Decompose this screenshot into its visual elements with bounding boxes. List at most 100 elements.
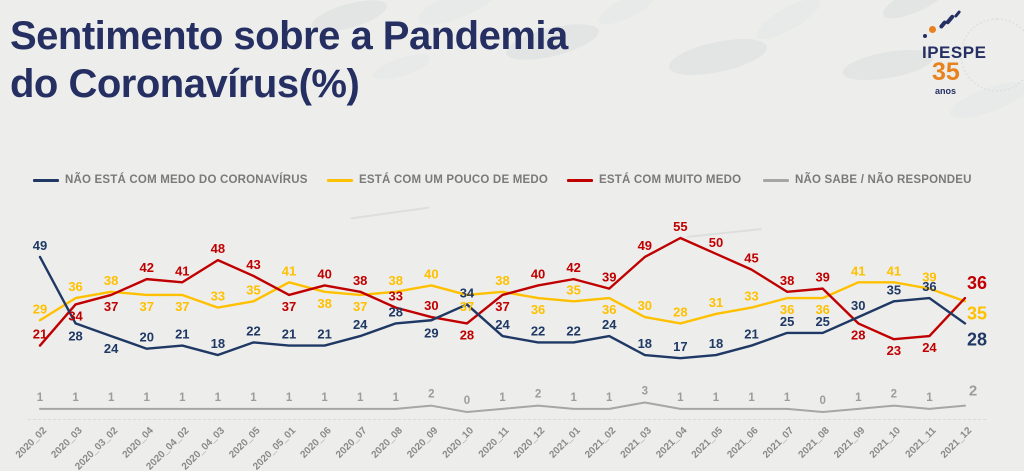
ipespe-logo: IPESPE 35 anos (914, 9, 1024, 105)
data-label-navy: 49 (33, 238, 47, 253)
data-label-gray: 1 (215, 392, 222, 404)
data-label-red: 55 (673, 219, 687, 234)
legend-label: NÃO ESTÁ COM MEDO DO CORONAVÍRUS (65, 174, 308, 186)
x-axis-label: 2020_03 (49, 425, 85, 461)
data-label-gray: 1 (286, 392, 293, 404)
data-label-navy: 25 (815, 314, 829, 329)
data-label-red: 37 (282, 299, 296, 314)
logo-years: 35 (932, 58, 960, 86)
x-axis-label: 2021_10 (868, 425, 904, 461)
x-axis-label: 2021_07 (761, 425, 797, 461)
data-label-gray: 1 (677, 392, 684, 404)
data-label-gray: 1 (250, 392, 257, 404)
legend-label: NÃO SABE / NÃO RESPONDEU (795, 174, 972, 186)
data-label-red: 28 (851, 327, 865, 342)
data-label-gray: 2 (969, 383, 977, 400)
x-axis-label: 2021_02 (583, 425, 619, 461)
page-title: Sentimento sobre a Pandemia do Coronavír… (10, 12, 568, 108)
data-label-gray: 1 (179, 392, 186, 404)
x-axis-label: 2020_09 (405, 425, 441, 461)
data-label-navy: 22 (246, 323, 260, 338)
data-label-navy: 28 (68, 328, 82, 343)
data-label-red: 50 (709, 235, 723, 250)
page-title-line2: do Coronavírus(%) (10, 62, 360, 106)
data-label-yellow: 28 (673, 304, 687, 319)
data-label-yellow: 38 (317, 296, 331, 311)
data-label-gray: 0 (464, 395, 470, 407)
data-label-red: 38 (353, 273, 367, 288)
data-label-gray: 1 (357, 392, 364, 404)
page-title-line1: Sentimento sobre a Pandemia (10, 14, 568, 58)
leaf-shape (751, 0, 825, 47)
data-label-navy: 35 (887, 282, 901, 297)
data-label-navy: 24 (104, 341, 119, 356)
data-label-navy: 28 (967, 329, 987, 349)
legend-label: ESTÁ COM UM POUCO DE MEDO (359, 174, 549, 186)
legend-swatch-red (567, 178, 593, 182)
data-label-navy: 18 (211, 336, 225, 351)
x-axis-label: 2021_05 (690, 425, 726, 461)
series-line-red (38, 236, 967, 347)
data-label-red: 40 (531, 266, 545, 281)
data-label-navy: 24 (495, 317, 510, 332)
legend-item-nao-esta-com-medo: NÃO ESTÁ COM MEDO DO CORONAVÍRUS (33, 174, 308, 186)
data-label-navy: 21 (175, 327, 189, 342)
leaf-shape (665, 31, 771, 83)
data-label-red: 23 (887, 343, 901, 358)
data-label-red: 34 (68, 308, 83, 323)
x-axis-label: 2021_09 (832, 425, 868, 461)
data-label-red: 39 (815, 270, 829, 285)
data-label-gray: 1 (321, 392, 328, 404)
x-axis-label: 2021_03 (619, 425, 655, 461)
x-axis-label: 2020_12 (512, 425, 548, 461)
data-label-navy: 34 (460, 285, 475, 300)
data-label-yellow: 36 (68, 279, 82, 294)
data-label-yellow: 37 (353, 299, 367, 314)
data-label-red: 41 (175, 263, 189, 278)
data-label-gray: 2 (428, 389, 434, 401)
data-label-gray: 1 (606, 392, 613, 404)
data-label-yellow: 39 (922, 270, 936, 285)
series-line-yellow (38, 281, 967, 325)
data-label-gray: 3 (642, 386, 648, 398)
x-axis-label: 2020_07 (334, 425, 370, 461)
data-label-yellow: 33 (744, 289, 758, 304)
data-label-gray: 1 (37, 392, 44, 404)
data-label-red: 21 (33, 327, 47, 342)
logo-dash (953, 9, 962, 19)
logo-brand: IPESPE (922, 43, 987, 62)
series-line-navy (38, 255, 967, 360)
data-label-navy: 17 (673, 339, 687, 354)
data-label-gray: 1 (926, 392, 933, 404)
data-label-yellow: 35 (967, 303, 987, 323)
data-label-gray: 1 (748, 392, 755, 404)
data-label-yellow: 37 (460, 299, 474, 314)
data-label-navy: 22 (531, 323, 545, 338)
x-axis-label: 2020_08 (370, 425, 406, 461)
logo-anos: anos (935, 86, 957, 96)
data-label-gray: 1 (393, 392, 400, 404)
data-label-red: 28 (460, 327, 474, 342)
chart-legend: NÃO ESTÁ COM MEDO DO CORONAVÍRUS ESTÁ CO… (0, 174, 1024, 190)
data-label-gray: 1 (855, 392, 862, 404)
data-label-red: 37 (104, 299, 118, 314)
data-label-yellow: 36 (531, 302, 545, 317)
data-label-yellow: 36 (815, 302, 829, 317)
data-label-red: 24 (922, 340, 937, 355)
x-axis-label: 2020_05 (227, 425, 263, 461)
data-label-red: 45 (744, 251, 758, 266)
data-label-navy: 18 (709, 336, 723, 351)
data-label-yellow: 37 (175, 299, 189, 314)
data-label-gray: 2 (891, 389, 897, 401)
data-label-yellow: 38 (104, 273, 118, 288)
data-label-yellow: 30 (638, 298, 652, 313)
x-axis-label: 2020_10 (441, 425, 477, 461)
data-label-yellow: 29 (33, 301, 47, 316)
data-label-navy: 18 (638, 336, 652, 351)
x-axis-label: 2021_04 (654, 425, 690, 461)
data-label-navy: 24 (602, 317, 617, 332)
data-label-navy: 25 (780, 314, 794, 329)
data-label-yellow: 41 (887, 263, 901, 278)
data-label-gray: 1 (784, 392, 791, 404)
